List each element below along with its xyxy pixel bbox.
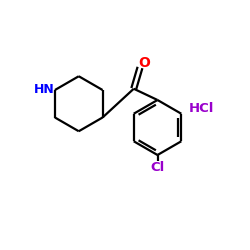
Text: HN: HN: [34, 83, 55, 96]
Text: O: O: [138, 56, 150, 70]
Text: Cl: Cl: [150, 161, 164, 174]
Text: HCl: HCl: [188, 102, 214, 115]
